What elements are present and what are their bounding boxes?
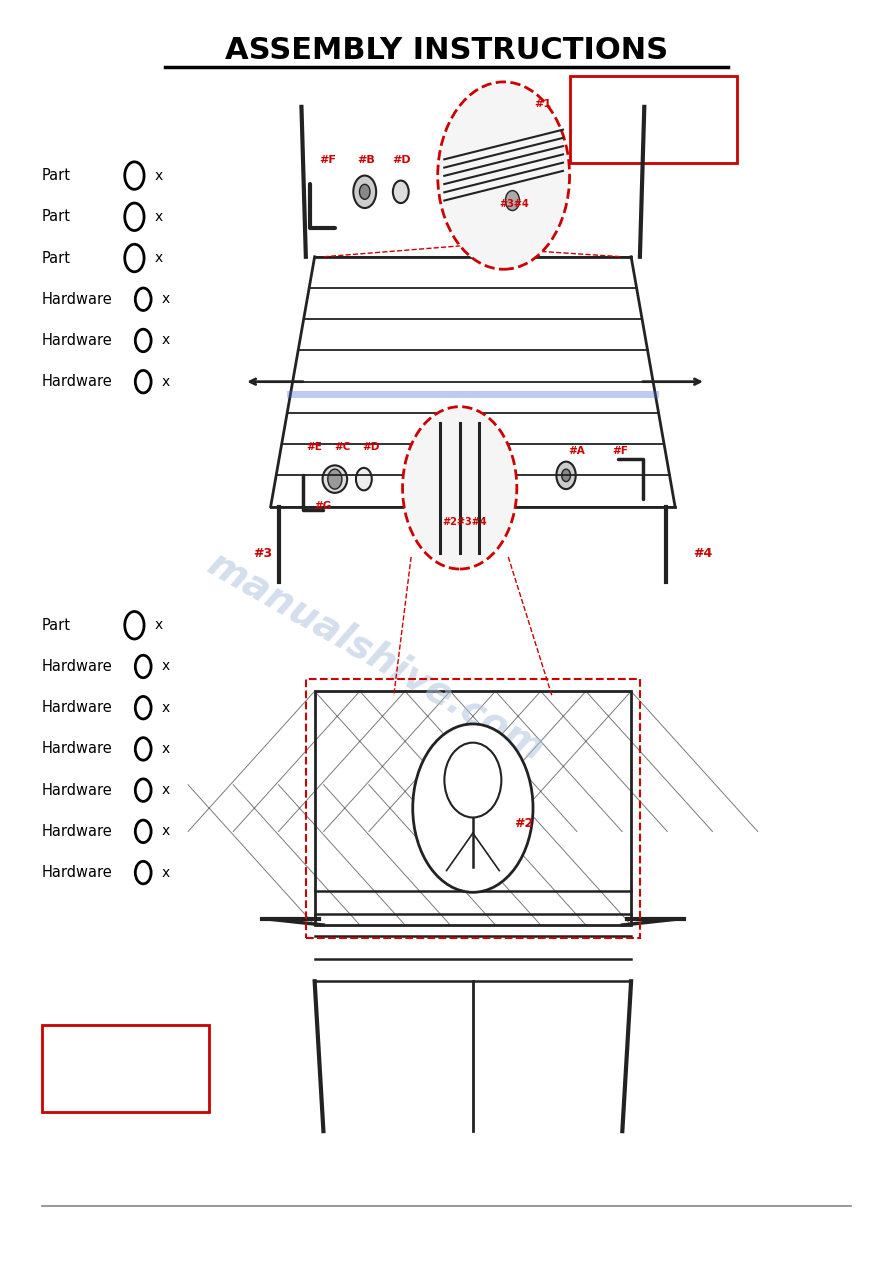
Text: #F: #F bbox=[319, 155, 336, 165]
Circle shape bbox=[125, 162, 144, 189]
Text: Part: Part bbox=[42, 250, 71, 265]
Text: x: x bbox=[162, 375, 170, 389]
Text: x: x bbox=[162, 659, 170, 673]
Text: x: x bbox=[154, 168, 163, 183]
Text: x: x bbox=[162, 825, 170, 839]
Circle shape bbox=[556, 461, 576, 489]
Text: x: x bbox=[162, 333, 170, 347]
Text: x: x bbox=[162, 701, 170, 715]
Ellipse shape bbox=[445, 743, 501, 817]
Text: #2#3#4: #2#3#4 bbox=[442, 518, 487, 528]
Circle shape bbox=[136, 820, 151, 842]
Text: #D: #D bbox=[392, 155, 411, 165]
Bar bbox=[570, 76, 737, 163]
Text: x: x bbox=[162, 741, 170, 757]
Circle shape bbox=[136, 655, 151, 678]
Text: Part: Part bbox=[42, 210, 71, 225]
Circle shape bbox=[505, 191, 520, 211]
Text: #G: #G bbox=[314, 501, 332, 512]
Text: #D: #D bbox=[362, 442, 380, 452]
Circle shape bbox=[125, 611, 144, 639]
Text: x: x bbox=[162, 292, 170, 306]
Circle shape bbox=[136, 288, 151, 311]
Text: #1: #1 bbox=[432, 547, 452, 560]
Ellipse shape bbox=[413, 724, 533, 892]
Text: manualshive.com: manualshive.com bbox=[201, 544, 551, 769]
Circle shape bbox=[562, 469, 571, 481]
Circle shape bbox=[354, 176, 376, 208]
Text: ASSEMBLY INSTRUCTIONS: ASSEMBLY INSTRUCTIONS bbox=[225, 37, 668, 66]
Text: Hardware: Hardware bbox=[42, 823, 113, 839]
Text: x: x bbox=[162, 865, 170, 879]
Text: x: x bbox=[162, 783, 170, 797]
Text: #4: #4 bbox=[693, 547, 712, 560]
Text: #A: #A bbox=[568, 446, 585, 456]
Text: Hardware: Hardware bbox=[42, 741, 113, 757]
Ellipse shape bbox=[322, 465, 347, 493]
Text: #B: #B bbox=[357, 155, 374, 165]
Circle shape bbox=[393, 181, 409, 203]
Text: Hardware: Hardware bbox=[42, 865, 113, 880]
Text: Hardware: Hardware bbox=[42, 292, 113, 307]
Text: #1: #1 bbox=[534, 99, 552, 109]
Text: #3#4: #3#4 bbox=[499, 198, 529, 208]
Circle shape bbox=[438, 82, 570, 269]
Circle shape bbox=[125, 203, 144, 231]
Bar bbox=[42, 1026, 209, 1113]
Circle shape bbox=[360, 184, 370, 200]
Circle shape bbox=[328, 469, 342, 489]
Circle shape bbox=[136, 861, 151, 884]
Text: Hardware: Hardware bbox=[42, 374, 113, 389]
Text: Hardware: Hardware bbox=[42, 783, 113, 798]
Bar bbox=[314, 691, 631, 925]
Text: Hardware: Hardware bbox=[42, 700, 113, 715]
Text: x: x bbox=[154, 251, 163, 265]
Circle shape bbox=[356, 467, 371, 490]
Circle shape bbox=[136, 779, 151, 802]
Text: #2: #2 bbox=[514, 817, 533, 830]
Text: #E: #E bbox=[305, 442, 321, 452]
Circle shape bbox=[125, 244, 144, 272]
Circle shape bbox=[136, 738, 151, 760]
Text: Part: Part bbox=[42, 618, 71, 633]
Text: Part: Part bbox=[42, 168, 71, 183]
Text: #F: #F bbox=[612, 446, 628, 456]
Bar bbox=[305, 678, 640, 937]
Text: x: x bbox=[154, 210, 163, 224]
Circle shape bbox=[403, 407, 517, 570]
Circle shape bbox=[136, 330, 151, 351]
Circle shape bbox=[136, 696, 151, 719]
Text: x: x bbox=[154, 619, 163, 633]
Text: #C: #C bbox=[334, 442, 350, 452]
Circle shape bbox=[136, 370, 151, 393]
Text: Hardware: Hardware bbox=[42, 659, 113, 674]
Text: Hardware: Hardware bbox=[42, 333, 113, 349]
Text: #3: #3 bbox=[253, 547, 272, 560]
